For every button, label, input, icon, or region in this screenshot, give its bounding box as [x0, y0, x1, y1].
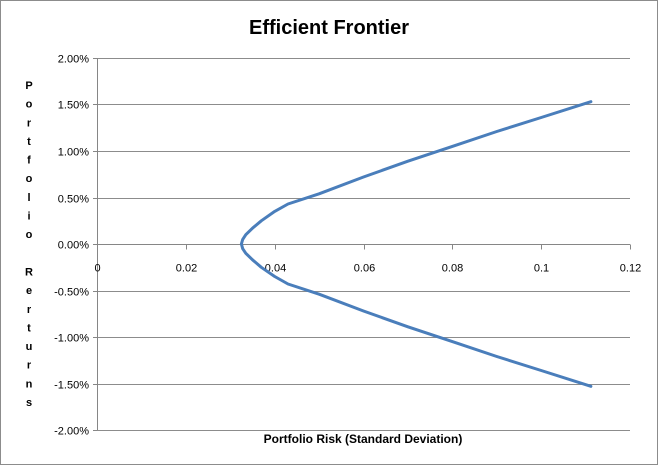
x-tick-label: 0.06: [354, 263, 375, 275]
y-tick-label: 0.50%: [58, 194, 89, 206]
y-tick-label: -2.00%: [54, 426, 89, 438]
chart-title: Efficient Frontier: [249, 17, 409, 39]
y-axis-label-letter: i: [27, 211, 30, 223]
x-tick-label: 0.1: [534, 263, 549, 275]
y-axis-label-letter: e: [26, 285, 32, 297]
x-tick-label: 0: [94, 263, 100, 275]
x-tick-label: 0.02: [176, 263, 197, 275]
y-tick-label: 1.00%: [58, 147, 89, 159]
y-tick-label: 1.50%: [58, 100, 89, 112]
x-tick-label: 0.08: [442, 263, 463, 275]
y-axis-label-letter: R: [25, 267, 33, 279]
y-axis-label-letter: r: [27, 360, 32, 372]
y-tick-label: -1.00%: [54, 333, 89, 345]
y-tick-label: -0.50%: [54, 287, 89, 299]
y-axis-label-letter: o: [26, 173, 33, 185]
x-tick-label: 0.12: [620, 263, 641, 275]
x-axis-label: Portfolio Risk (Standard Deviation): [264, 432, 463, 446]
y-tick-labels: 2.00% 1.50% 1.00% 0.50% 0.00% -0.50% -1.00% -1.…: [54, 54, 89, 438]
y-tick-label: 2.00%: [58, 54, 89, 66]
y-axis-label-letter: f: [27, 155, 31, 167]
y-axis-label-letter: t: [27, 322, 31, 334]
y-axis-label-letter: o: [26, 229, 33, 241]
y-axis-label-letter: l: [27, 192, 30, 204]
y-axis-label-letter: t: [27, 136, 31, 148]
y-axis-label-letter: P: [25, 80, 32, 92]
y-axis-label-letter: r: [27, 304, 32, 316]
x-tick-labels: 0 0.02 0.04 0.06 0.08 0.1 0.12: [94, 263, 641, 275]
y-axis-label-letter: r: [27, 117, 32, 129]
frontier-line: [239, 100, 593, 388]
axes: [93, 58, 631, 431]
y-axis-label-letter: u: [26, 341, 33, 353]
series-layer: [239, 100, 593, 388]
y-axis-label-letter: s: [26, 397, 32, 409]
y-axis-label-letter: o: [26, 99, 33, 111]
x-tick-label: 0.04: [265, 263, 286, 275]
y-tick-label: 0.00%: [58, 240, 89, 252]
y-tick-label: -1.50%: [54, 380, 89, 392]
y-axis-label-letter: n: [26, 378, 33, 390]
